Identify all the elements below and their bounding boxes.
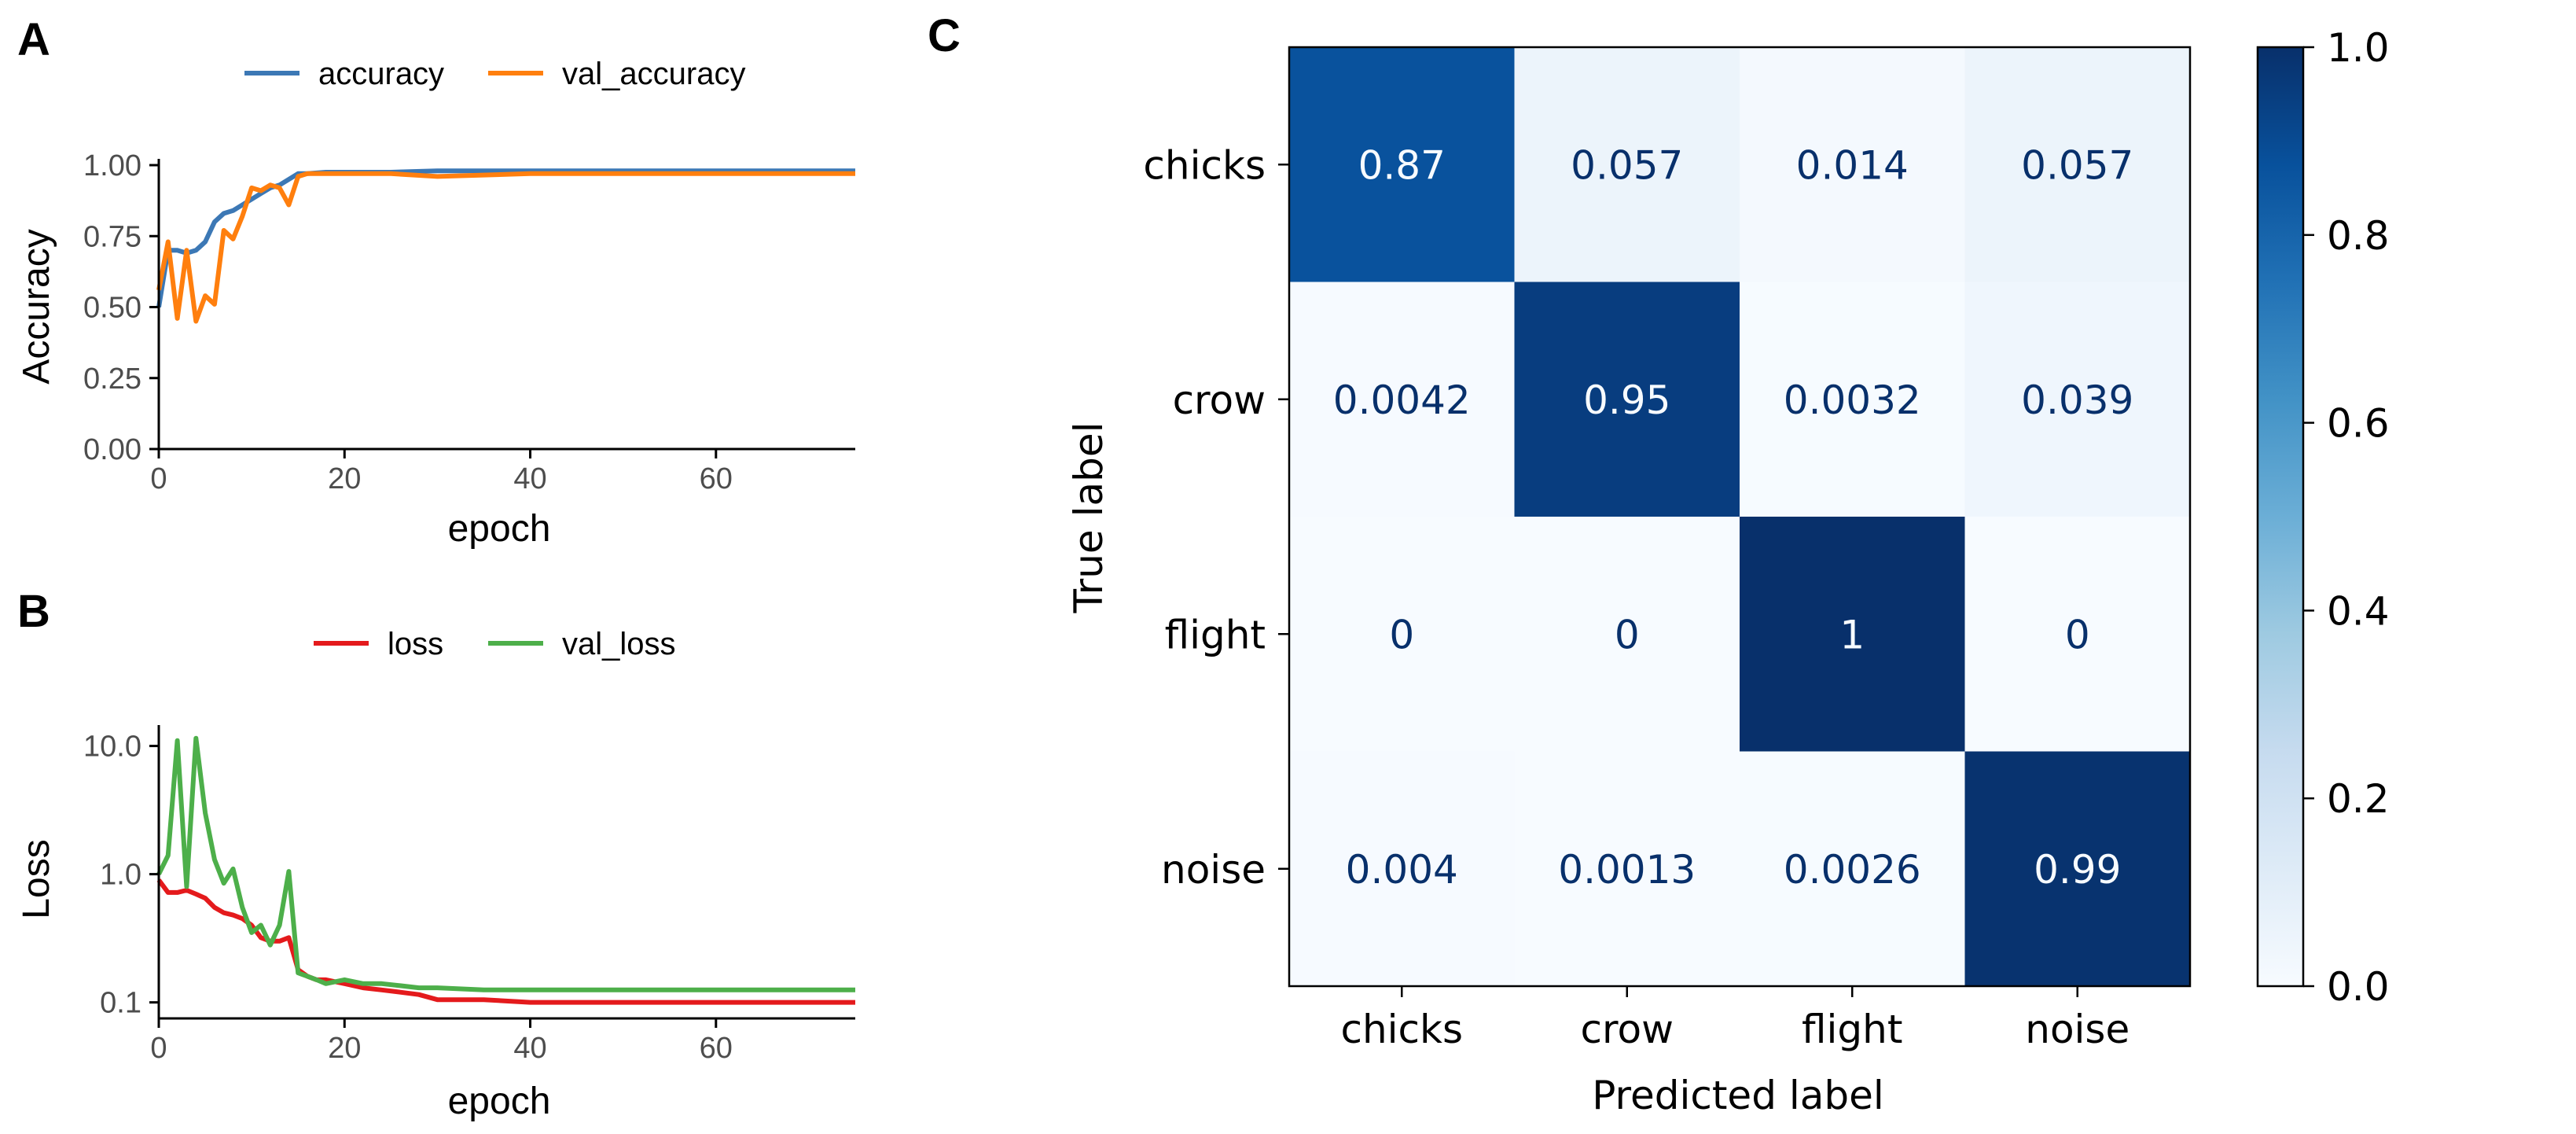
colorbar-tick-label: 0.8 [2327,213,2390,259]
y-tick-label: 1.0 [100,859,141,892]
matrix-cell-value: 0.0026 [1784,847,1921,893]
matrix-cell-value: 0.004 [1346,847,1458,893]
matrix-cell-value: 0.95 [1583,377,1670,423]
matrix-frame [1288,46,2192,988]
y-tick-label: 0.25 [83,363,141,396]
predicted-label-axis-title: Predicted label [1592,1073,1884,1118]
confusion-matrix-cells: 0.87 0.057 0.014 0.057 0.0042 0.95 0.0032 0.039… [1289,47,2191,987]
accuracy-axes: 0 20 40 60 0.00 0.25 0.50 0.75 1.00 [83,149,855,495]
colorbar-tick-label: 0.0 [2327,964,2390,1010]
matrix-cell-noise-noise [1964,751,2191,987]
colorbar-tick-label: 0.2 [2327,776,2390,822]
colorbar: 0.0 0.2 0.4 0.6 0.8 1.0 [2256,25,2390,1010]
matrix-cell-value: 0.0032 [1784,377,1921,423]
series-line-val-accuracy [156,171,855,324]
loss-chart: loss val_loss 0 20 40 60 0.1 1.0 10.0 epoch Los… [16,627,855,1122]
colorbar-tick-label: 1.0 [2327,25,2390,71]
matrix-cell-value: 0.057 [2021,142,2133,188]
true-tick-noise: noise [1161,847,1266,893]
confusion-matrix: 0.87 0.057 0.014 0.057 0.0042 0.95 0.0032 0.039… [1066,25,2390,1118]
matrix-cell-flight-crow [1514,517,1740,752]
x-tick-label: 0 [150,1032,167,1065]
matrix-cell-value: 0.99 [2034,847,2121,893]
y-tick-label: 1.00 [83,149,141,182]
x-tick-label: 60 [700,462,733,495]
matrix-cell-value: 0 [1389,612,1414,657]
x-tick-label: 20 [328,462,361,495]
true-tick-crow: crow [1173,377,1266,423]
matrix-cell-noise-crow [1514,751,1740,987]
matrix-cell-value: 0.014 [1796,142,1909,188]
predicted-tick-flight: flight [1802,1007,1902,1052]
matrix-cell-chicks-chicks [1289,47,1515,282]
x-tick-label: 40 [513,462,546,495]
matrix-cell-crow-flight [1740,282,1965,517]
matrix-cell-noise-flight [1740,751,1965,987]
accuracy-y-axis-label: Accuracy [16,229,57,384]
predicted-tick-chicks: chicks [1340,1007,1463,1052]
y-tick-label: 0.75 [83,220,141,253]
accuracy-series [156,168,855,324]
panel-label-a: A [17,14,50,65]
legend-label-val-loss: val_loss [562,627,676,661]
colorbar-tick-label: 0.6 [2327,401,2390,447]
legend-label-accuracy: accuracy [318,57,444,91]
confusion-matrix-axes: chicks crow flight noise chicks crow flight noi… [1143,46,2192,1052]
legend-label-val-accuracy: val_accuracy [562,57,745,91]
matrix-cell-chicks-flight [1740,47,1965,282]
loss-y-axis-label: Loss [16,839,57,919]
panel-label-c: C [928,10,961,61]
predicted-tick-noise: noise [2025,1007,2130,1052]
x-tick-label: 60 [700,1032,733,1065]
accuracy-legend: accuracy val_accuracy [244,57,745,91]
colorbar-tick-label: 0.4 [2327,588,2390,634]
accuracy-x-axis-label: epoch [448,508,551,550]
y-tick-label: 0.00 [83,433,141,466]
matrix-cell-value: 0.0042 [1333,377,1471,423]
accuracy-chart: accuracy val_accuracy 0 20 40 60 0.00 0.25 0.50… [16,57,855,550]
x-tick-label: 40 [513,1032,546,1065]
matrix-cell-noise-chicks [1289,751,1515,987]
loss-x-axis-label: epoch [448,1081,551,1122]
matrix-cell-value: 0.87 [1358,142,1446,188]
x-tick-label: 0 [150,462,167,495]
loss-series [156,735,855,1005]
matrix-cell-value: 0.057 [1571,142,1683,188]
matrix-cell-flight-chicks [1289,517,1515,752]
true-tick-chicks: chicks [1143,142,1266,188]
true-tick-flight: flight [1165,612,1266,657]
legend-label-loss: loss [388,627,443,661]
series-line-val-loss [156,735,855,992]
colorbar-gradient [2256,46,2305,988]
matrix-cell-chicks-noise [1964,47,2191,282]
matrix-cell-value: 0.039 [2021,377,2133,423]
loss-legend: loss val_loss [314,627,676,661]
loss-axes: 0 20 40 60 0.1 1.0 10.0 [83,725,855,1065]
y-tick-label: 10.0 [83,731,141,764]
y-tick-label: 0.1 [100,987,141,1020]
predicted-tick-crow: crow [1581,1007,1674,1052]
matrix-cell-flight-flight [1740,517,1965,752]
matrix-cell-chicks-crow [1514,47,1740,282]
matrix-cell-crow-noise [1964,282,2191,517]
matrix-cell-value: 1 [1839,612,1865,657]
matrix-cell-value: 0 [1615,612,1640,657]
matrix-cell-flight-noise [1964,517,2191,752]
series-line-loss [156,878,855,1005]
matrix-cell-value: 0 [2065,612,2090,657]
matrix-cell-value: 0.0013 [1558,847,1696,893]
panel-label-b: B [17,586,50,637]
matrix-cell-crow-crow [1514,282,1740,517]
x-tick-label: 20 [328,1032,361,1065]
matrix-cell-crow-chicks [1289,282,1515,517]
true-label-axis-title: True label [1066,422,1112,613]
y-tick-label: 0.50 [83,292,141,325]
